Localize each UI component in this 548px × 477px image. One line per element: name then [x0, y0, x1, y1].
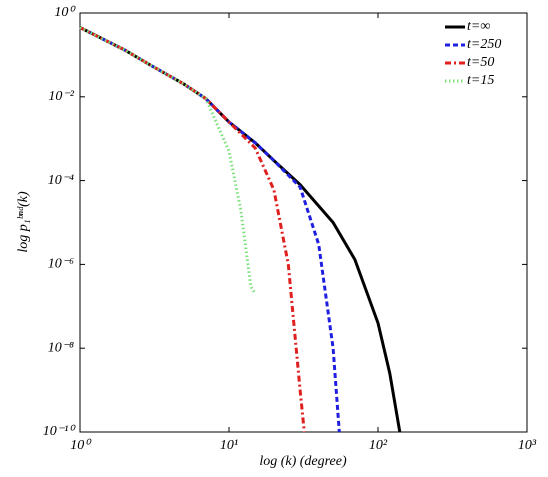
x-tick-label: 10¹ — [220, 438, 238, 453]
legend-label: t=15 — [467, 73, 494, 88]
y-tick-label: 10⁻² — [48, 89, 74, 104]
series-line — [79, 26, 306, 433]
legend-label: t=∞ — [467, 19, 490, 34]
series-line — [79, 26, 257, 295]
series-line — [79, 26, 402, 433]
y-tick-label: 10⁻⁶ — [48, 257, 74, 272]
x-tick-label: 10² — [369, 438, 388, 453]
x-tick-label: 10⁰ — [70, 438, 92, 453]
y-axis-label: log p₁ᵇⁿᵈ(k) — [16, 191, 31, 253]
x-tick-label: 10³ — [518, 438, 537, 453]
y-tick-label: 10⁻¹⁰ — [43, 424, 77, 439]
plot-frame — [79, 12, 528, 433]
series-line — [79, 26, 341, 433]
legend-label: t=250 — [467, 37, 501, 52]
y-tick-label: 10⁻⁴ — [48, 173, 74, 188]
y-tick-label: 10⁰ — [54, 5, 76, 20]
x-axis-label: log (k) (degree) — [259, 454, 347, 469]
y-tick-label: 10⁻⁸ — [48, 340, 74, 355]
legend-label: t=50 — [467, 55, 494, 70]
